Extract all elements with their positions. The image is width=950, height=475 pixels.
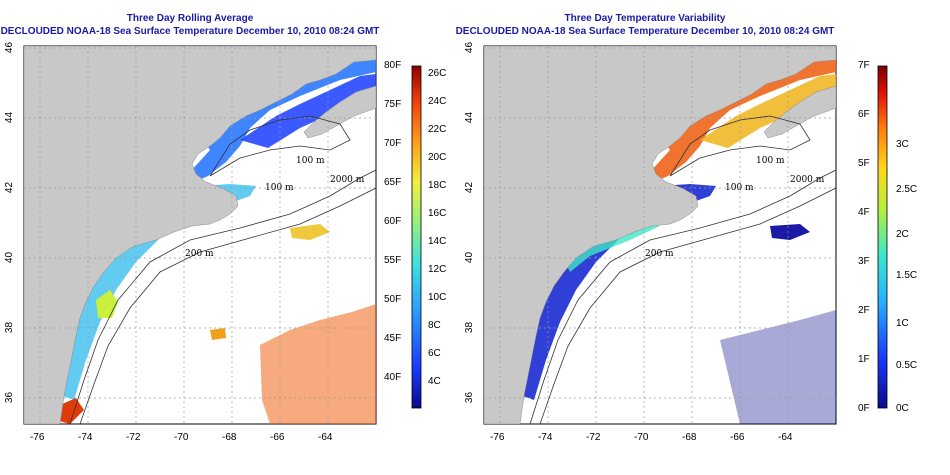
- right-xtick: -68: [682, 432, 697, 443]
- right-ytick: 46: [464, 41, 476, 54]
- left-ytick: 38: [4, 321, 16, 334]
- cb-right-c-label: 0.5C: [896, 360, 918, 371]
- cb-left-c-label: 26C: [428, 68, 447, 79]
- cb-left-c-label: 18C: [428, 180, 447, 191]
- right-colorbar: [877, 65, 888, 409]
- right-contour-label-100m-north: 100 m: [756, 156, 785, 166]
- cb-left-c-label: 14C: [428, 236, 447, 247]
- right-ytick: 42: [464, 181, 476, 194]
- right-panel-title: Three Day Temperature Variability DECLOU…: [455, 12, 835, 38]
- cb-right-f-label: 1F: [858, 354, 870, 365]
- cb-right-f-label: 0F: [858, 403, 870, 414]
- left-contour-label-100m-north: 100 m: [296, 156, 325, 166]
- cb-right-c-label: 1.5C: [896, 270, 918, 281]
- left-ytick: 46: [4, 41, 16, 54]
- cb-left-f-label: 80F: [384, 60, 402, 71]
- right-ytick: 44: [464, 111, 476, 124]
- cb-left-f-label: 55F: [384, 255, 402, 266]
- left-xtick: -72: [126, 432, 141, 443]
- right-title-line2: DECLOUDED NOAA-18 Sea Surface Temperatur…: [455, 26, 835, 37]
- left-xtick: -68: [222, 432, 237, 443]
- cb-right-c-label: 3C: [896, 139, 909, 150]
- right-ytick: 38: [464, 321, 476, 334]
- cb-left-f-label: 40F: [384, 372, 402, 383]
- right-contour-label-100m-mid: 100 m: [725, 183, 754, 193]
- left-xtick: -66: [270, 432, 285, 443]
- left-ytick: 44: [4, 111, 16, 124]
- cb-left-f-label: 50F: [384, 294, 402, 305]
- right-xtick: -70: [634, 432, 649, 443]
- right-map: 100 m 2000 m 100 m 200 m: [483, 45, 837, 425]
- left-contour-label-100m-mid: 100 m: [265, 183, 294, 193]
- left-ytick: 36: [4, 391, 16, 404]
- right-ytick: 40: [464, 251, 476, 264]
- right-grid: [484, 46, 836, 424]
- cb-right-f-label: 4F: [858, 207, 870, 218]
- left-title-line2: DECLOUDED NOAA-18 Sea Surface Temperatur…: [0, 26, 380, 37]
- left-xtick: -76: [30, 432, 45, 443]
- right-xtick: -66: [730, 432, 745, 443]
- left-xtick: -70: [174, 432, 189, 443]
- right-title-line1: Three Day Temperature Variability: [564, 13, 726, 24]
- cb-right-c-label: 1C: [896, 318, 909, 329]
- cb-left-f-label: 75F: [384, 99, 402, 110]
- right-ytick: 36: [464, 391, 476, 404]
- cb-left-f-label: 65F: [384, 177, 402, 188]
- left-panel-title: Three Day Rolling Average DECLOUDED NOAA…: [0, 12, 380, 38]
- cb-right-f-label: 5F: [858, 158, 870, 169]
- cb-right-c-label: 2.5C: [896, 184, 918, 195]
- left-contour-label-200m: 200 m: [185, 249, 214, 259]
- right-contour-label-2000m: 2000 m: [790, 175, 825, 185]
- left-grid: [24, 46, 376, 424]
- right-xtick: -76: [490, 432, 505, 443]
- cb-left-c-label: 6C: [428, 348, 441, 359]
- left-ytick: 42: [4, 181, 16, 194]
- left-contour-label-2000m: 2000 m: [330, 175, 365, 185]
- cb-right-f-label: 6F: [858, 109, 870, 120]
- right-contours: [529, 115, 836, 424]
- cb-left-f-label: 60F: [384, 216, 402, 227]
- left-contours: [69, 115, 376, 424]
- cb-left-c-label: 24C: [428, 96, 447, 107]
- cb-left-c-label: 12C: [428, 264, 447, 275]
- cb-left-f-label: 70F: [384, 138, 402, 149]
- right-xtick: -64: [778, 432, 793, 443]
- cb-right-f-label: 3F: [858, 256, 870, 267]
- left-title-line1: Three Day Rolling Average: [126, 13, 254, 24]
- left-map: 100 m 2000 m 100 m 200 m: [23, 45, 377, 425]
- cb-left-c-label: 4C: [428, 376, 441, 387]
- cb-right-c-label: 2C: [896, 229, 909, 240]
- right-xtick: -74: [538, 432, 553, 443]
- cb-left-f-label: 45F: [384, 333, 402, 344]
- left-ytick: 40: [4, 251, 16, 264]
- cb-left-c-label: 22C: [428, 124, 447, 135]
- right-contour-label-200m: 200 m: [645, 249, 674, 259]
- left-colorbar: [411, 65, 422, 409]
- cb-left-c-label: 8C: [428, 320, 441, 331]
- cb-right-f-label: 2F: [858, 305, 870, 316]
- cb-left-c-label: 16C: [428, 208, 447, 219]
- left-xtick: -64: [318, 432, 333, 443]
- cb-right-f-label: 7F: [858, 60, 870, 71]
- cb-left-c-label: 20C: [428, 152, 447, 163]
- cb-left-c-label: 10C: [428, 292, 447, 303]
- right-xtick: -72: [586, 432, 601, 443]
- left-xtick: -74: [78, 432, 93, 443]
- cb-right-c-label: 0C: [896, 403, 909, 414]
